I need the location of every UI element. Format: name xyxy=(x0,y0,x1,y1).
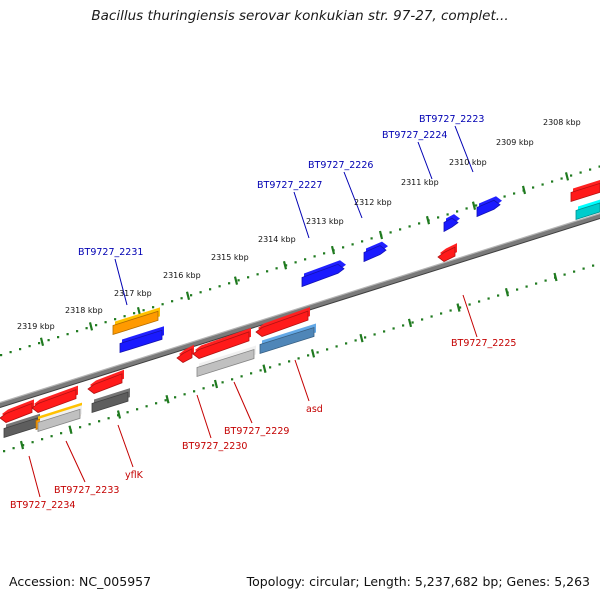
gene-red-2233a[interactable] xyxy=(31,385,78,413)
leader-line xyxy=(294,359,310,402)
accession-text: Accession: NC_005957 xyxy=(9,574,152,589)
leader-line xyxy=(117,424,134,468)
tick-label: 2310 kbp xyxy=(449,158,487,167)
gene-red-edge-top[interactable] xyxy=(570,179,600,203)
major-tick xyxy=(282,260,288,270)
label-leaders xyxy=(28,125,478,498)
gene-asd[interactable] xyxy=(259,323,316,355)
major-tick xyxy=(330,245,336,255)
gene-red-yflK[interactable] xyxy=(87,369,124,394)
major-tick xyxy=(407,318,413,328)
gene-label-bottom[interactable]: BT9727_2229 xyxy=(224,426,289,437)
major-tick xyxy=(378,230,384,240)
major-tick xyxy=(456,303,461,312)
gene-BT9727_2224[interactable] xyxy=(443,214,460,233)
gene-label-bottom[interactable]: BT9727_2233 xyxy=(54,485,119,496)
gene-BT9727_2231[interactable] xyxy=(119,326,164,354)
gene-label-top[interactable]: BT9727_2226 xyxy=(308,160,373,171)
gene-label-top[interactable]: BT9727_2223 xyxy=(419,114,484,125)
major-tick xyxy=(471,201,477,210)
gene-yflK[interactable] xyxy=(91,388,130,414)
gene-label-top[interactable]: BT9727_2227 xyxy=(257,180,322,191)
gene-orange-2232[interactable] xyxy=(112,307,160,336)
leader-line xyxy=(462,294,478,338)
major-tick xyxy=(425,215,431,225)
major-tick xyxy=(553,272,558,282)
leader-line xyxy=(454,125,474,173)
outer-tick-ring xyxy=(0,165,600,357)
major-tick xyxy=(116,410,122,419)
gene-label-bottom[interactable]: BT9727_2225 xyxy=(451,338,516,349)
gene-label-top[interactable]: BT9727_2224 xyxy=(382,130,447,141)
gene-features xyxy=(0,179,600,439)
leader-line xyxy=(417,141,433,180)
leader-line xyxy=(343,171,363,219)
leader-line xyxy=(28,455,41,498)
gene-BT9727_2234-red[interactable] xyxy=(0,399,34,423)
backbone-bar xyxy=(0,213,600,408)
gene-BT9727_2227[interactable] xyxy=(301,260,346,288)
tick-label: 2319 kbp xyxy=(17,322,55,331)
major-tick xyxy=(19,440,25,450)
major-tick xyxy=(564,172,570,181)
tick-label: 2313 kbp xyxy=(306,217,344,226)
map-title: Bacillus thuringiensis serovar konkukian… xyxy=(91,8,509,24)
gene-label-bottom[interactable]: yflK xyxy=(125,470,144,481)
gene-BT9727_2226[interactable] xyxy=(363,241,388,263)
gene-red-asd[interactable] xyxy=(255,307,310,337)
major-tick xyxy=(359,333,364,343)
major-tick xyxy=(262,364,267,373)
gene-gray-2233b[interactable] xyxy=(37,405,82,433)
tick-labels: 2308 kbp 2309 kbp 2310 kbp 2311 kbp 2312 kbp… xyxy=(17,118,581,331)
gene-BT9727_2229[interactable] xyxy=(196,345,256,378)
major-tick xyxy=(39,337,45,347)
major-tick xyxy=(68,425,73,435)
gene-label-bottom[interactable]: asd xyxy=(306,404,323,415)
major-tick xyxy=(310,349,316,358)
gene-label-top[interactable]: BT9727_2231 xyxy=(78,247,143,258)
gene-labels: BT9727_2223 BT9727_2224 BT9727_2226 BT9727_… xyxy=(10,114,516,511)
gene-BT9727_2230-red[interactable] xyxy=(176,344,194,363)
genome-info-text: Topology: circular; Length: 5,237,682 bp… xyxy=(246,574,590,589)
major-tick xyxy=(504,288,510,297)
leader-line xyxy=(293,191,310,239)
tick-label: 2315 kbp xyxy=(211,253,249,262)
leader-line xyxy=(114,258,128,306)
gene-label-bottom[interactable]: BT9727_2234 xyxy=(10,500,75,511)
tick-label: 2308 kbp xyxy=(543,118,581,127)
major-tick xyxy=(213,379,219,389)
tick-label: 2311 kbp xyxy=(401,178,439,187)
major-tick xyxy=(88,322,94,331)
major-tick xyxy=(233,276,239,285)
gene-BT9727_2225[interactable] xyxy=(437,243,457,262)
gene-cyan-edge[interactable] xyxy=(575,199,600,221)
tick-label: 2317 kbp xyxy=(114,289,152,298)
gene-BT9727_2223[interactable] xyxy=(476,196,502,218)
gene-label-bottom[interactable]: BT9727_2230 xyxy=(182,441,247,452)
gene-BT9727_2230[interactable] xyxy=(192,327,251,359)
tick-label: 2316 kbp xyxy=(163,271,201,280)
tick-label: 2318 kbp xyxy=(65,306,103,315)
leader-line xyxy=(65,440,86,483)
leader-line xyxy=(196,394,212,439)
major-tick xyxy=(185,291,191,301)
tick-label: 2314 kbp xyxy=(258,235,296,244)
leader-line xyxy=(233,381,253,424)
tick-label: 2312 kbp xyxy=(354,198,392,207)
tick-label: 2309 kbp xyxy=(496,138,534,147)
inner-tick-ring xyxy=(3,264,595,453)
major-tick xyxy=(165,394,170,404)
major-tick xyxy=(521,185,527,195)
